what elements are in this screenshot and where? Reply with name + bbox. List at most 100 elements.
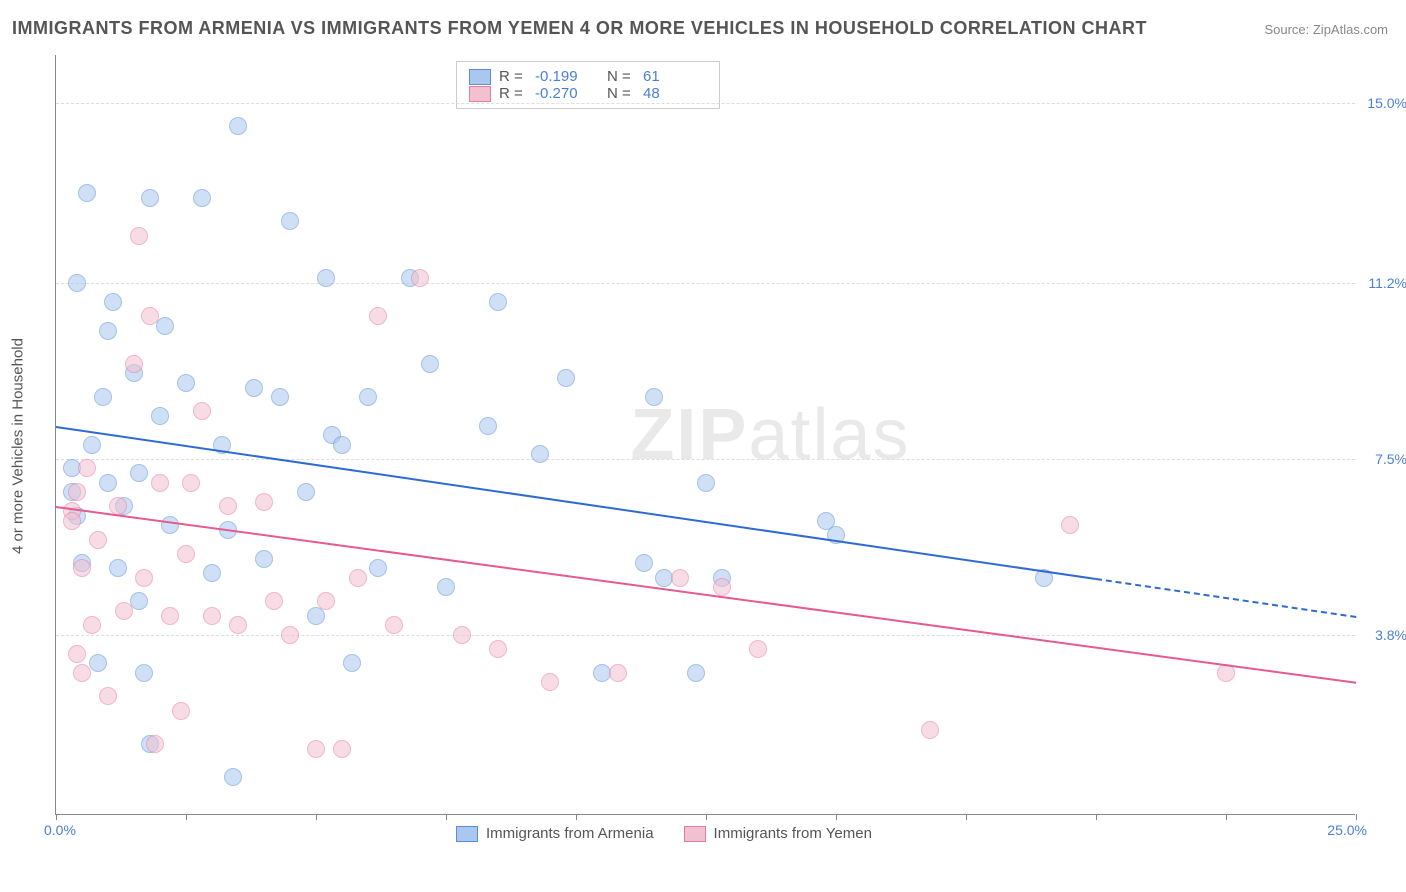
data-point — [687, 664, 705, 682]
data-point — [78, 184, 96, 202]
data-point — [94, 388, 112, 406]
legend-label: Immigrants from Armenia — [486, 825, 654, 842]
n-value: 61 — [643, 68, 707, 85]
data-point — [135, 664, 153, 682]
data-point — [281, 212, 299, 230]
grid-line — [56, 459, 1355, 460]
data-point — [749, 640, 767, 658]
data-point — [99, 474, 117, 492]
x-tick-mark — [1356, 814, 1357, 820]
watermark: ZIPatlas — [630, 394, 910, 476]
n-label: N = — [607, 68, 635, 85]
data-point — [68, 483, 86, 501]
x-tick-mark — [186, 814, 187, 820]
data-point — [317, 592, 335, 610]
swatch-icon — [469, 69, 491, 85]
n-value: 48 — [643, 85, 707, 102]
data-point — [317, 269, 335, 287]
data-point — [73, 559, 91, 577]
data-point — [89, 531, 107, 549]
data-point — [224, 768, 242, 786]
legend-row: R = -0.270 N = 48 — [469, 85, 707, 102]
n-label: N = — [607, 85, 635, 102]
data-point — [130, 227, 148, 245]
y-tick-label: 3.8% — [1375, 627, 1406, 643]
data-point — [78, 459, 96, 477]
data-point — [130, 464, 148, 482]
x-tick-mark — [1226, 814, 1227, 820]
data-point — [541, 673, 559, 691]
data-point — [130, 592, 148, 610]
legend-row: R =-0.199N =61 — [469, 68, 707, 85]
data-point — [161, 607, 179, 625]
data-point — [349, 569, 367, 587]
x-tick-label: 25.0% — [1327, 822, 1367, 838]
data-point — [68, 274, 86, 292]
x-tick-mark — [576, 814, 577, 820]
data-point — [489, 640, 507, 658]
y-tick-label: 11.2% — [1368, 275, 1406, 291]
r-label: R = — [499, 85, 527, 102]
grid-line — [56, 283, 1355, 284]
data-point — [177, 374, 195, 392]
data-point — [609, 664, 627, 682]
x-tick-mark — [316, 814, 317, 820]
data-point — [479, 417, 497, 435]
data-point — [109, 559, 127, 577]
data-point — [63, 512, 81, 530]
series-legend: Immigrants from Armenia Immigrants from … — [456, 825, 872, 842]
r-label: R = — [499, 68, 527, 85]
data-point — [489, 293, 507, 311]
x-tick-mark — [706, 814, 707, 820]
data-point — [229, 616, 247, 634]
grid-line — [56, 635, 1355, 636]
data-point — [83, 616, 101, 634]
data-point — [671, 569, 689, 587]
data-point — [135, 569, 153, 587]
trend-line — [56, 426, 1096, 580]
data-point — [645, 388, 663, 406]
data-point — [177, 545, 195, 563]
data-point — [271, 388, 289, 406]
data-point — [219, 497, 237, 515]
x-tick-mark — [966, 814, 967, 820]
data-point — [193, 402, 211, 420]
data-point — [297, 483, 315, 501]
data-point — [437, 578, 455, 596]
data-point — [99, 687, 117, 705]
data-point — [156, 317, 174, 335]
trend-line — [1096, 578, 1356, 618]
data-point — [161, 516, 179, 534]
data-point — [146, 735, 164, 753]
data-point — [68, 645, 86, 663]
data-point — [141, 189, 159, 207]
data-point — [73, 664, 91, 682]
data-point — [203, 607, 221, 625]
r-value: -0.270 — [535, 85, 599, 102]
data-point — [343, 654, 361, 672]
data-point — [411, 269, 429, 287]
data-point — [141, 307, 159, 325]
data-point — [557, 369, 575, 387]
data-point — [369, 307, 387, 325]
data-point — [203, 564, 221, 582]
y-axis-label: 4 or more Vehicles in Household — [10, 338, 27, 554]
data-point — [151, 474, 169, 492]
data-point — [172, 702, 190, 720]
data-point — [265, 592, 283, 610]
x-tick-mark — [836, 814, 837, 820]
data-point — [713, 578, 731, 596]
data-point — [151, 407, 169, 425]
trend-line — [56, 506, 1356, 684]
y-tick-label: 7.5% — [1375, 451, 1406, 467]
data-point — [421, 355, 439, 373]
x-tick-mark — [56, 814, 57, 820]
y-tick-label: 15.0% — [1367, 95, 1406, 111]
x-tick-mark — [1096, 814, 1097, 820]
source-attribution: Source: ZipAtlas.com — [1264, 22, 1388, 37]
legend-item-armenia: Immigrants from Armenia — [456, 825, 654, 842]
grid-line — [56, 103, 1355, 104]
data-point — [255, 550, 273, 568]
data-point — [921, 721, 939, 739]
data-point — [104, 293, 122, 311]
